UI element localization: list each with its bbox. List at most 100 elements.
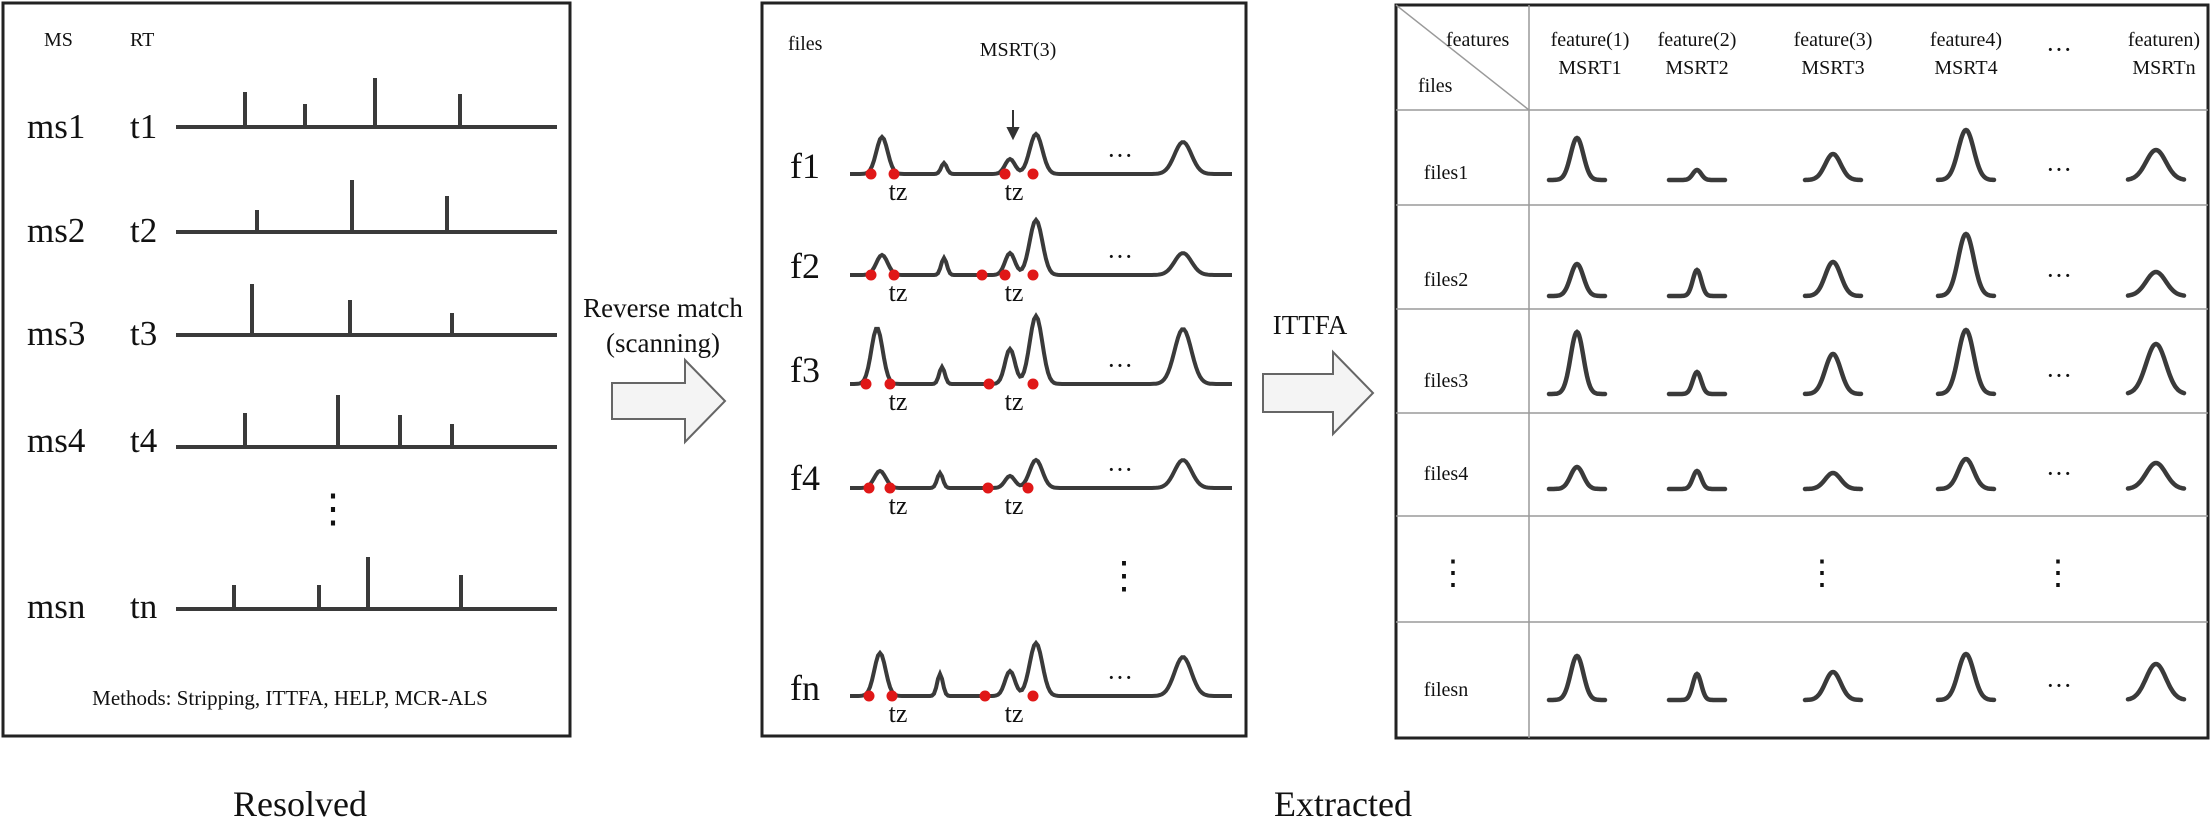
ittfa-arrow: ITTFA	[1262, 310, 1375, 437]
files-label: files	[788, 33, 823, 55]
file-label-fn: fn	[790, 668, 820, 708]
chromatogram-ellipsis: ···	[1107, 242, 1133, 271]
ms-spectrum-4	[176, 395, 557, 449]
file-label-f2: f2	[790, 246, 820, 286]
peak-icon-r1-c2	[1666, 167, 1728, 183]
chromatogram-f4: tz tz ···	[850, 455, 1232, 520]
tz-marker	[865, 168, 877, 180]
tz-label: tz	[889, 491, 908, 520]
chromatogram-ellipsis: ···	[1107, 141, 1133, 170]
tz-marker	[1027, 690, 1039, 702]
tz-label: tz	[1005, 699, 1024, 728]
tz-marker	[863, 482, 875, 494]
tz-marker	[865, 269, 877, 281]
peak-icon-r1-c4	[1935, 127, 1997, 183]
right-arrow-icon	[611, 357, 727, 445]
tz-marker	[888, 269, 900, 281]
chromatogram-trace	[850, 312, 1232, 386]
tz-label: tz	[889, 699, 908, 728]
column-header-2-line1: feature(2)	[1658, 29, 1737, 51]
table-ellipsis-row1: ···	[2046, 155, 2072, 184]
table-vdots-col3: ⋮	[1805, 555, 1839, 592]
rt-label-1: t1	[130, 107, 157, 146]
peak-icon-r2-c1	[1546, 261, 1608, 299]
rt-label-n: tn	[130, 587, 157, 626]
tz-marker	[884, 378, 896, 390]
rt-label-4: t4	[130, 421, 157, 460]
column-header-3-line1: feature(3)	[1794, 29, 1873, 51]
caption-extracted: Extracted	[1274, 784, 1412, 824]
rt-label-2: t2	[130, 211, 157, 250]
tz-label: tz	[1005, 278, 1024, 307]
table-vdots-col5: ⋮	[2041, 555, 2075, 592]
rt-label-3: t3	[130, 314, 157, 353]
tz-label: tz	[889, 177, 908, 206]
tz-marker	[860, 378, 872, 390]
tz-label: tz	[1005, 387, 1024, 416]
peak-icon-r3-c4	[1935, 327, 1997, 397]
tz-label: tz	[1005, 177, 1024, 206]
peak-icon-r2-c4	[1935, 231, 1997, 299]
column-header-3-line2: MSRT3	[1801, 57, 1864, 79]
file-label-f3: f3	[790, 350, 820, 390]
corner-features-label: features	[1446, 29, 1510, 51]
column-header-2-line2: MSRT2	[1665, 57, 1728, 79]
chromatogram-ellipsis: ···	[1107, 455, 1133, 484]
reverse-match-label: Reverse match	[583, 293, 743, 323]
ms-column-header: MS	[44, 29, 73, 51]
peak-icon-r6-c4	[1935, 651, 1997, 703]
row-label-files1: files1	[1424, 162, 1468, 184]
ms-spectrum-3	[176, 284, 557, 337]
peak-icon-r1-c3	[1802, 151, 1864, 183]
ms-label-2: ms2	[27, 211, 85, 250]
peak-icon-r4-c4	[1935, 456, 1997, 492]
right-arrow-icon-2	[1262, 349, 1375, 437]
peak-icon-r3-c3	[1802, 351, 1864, 397]
chromatogram-trace	[850, 639, 1232, 698]
chromatogram-fn: tz tz ···	[850, 639, 1232, 728]
ms-label-n: msn	[27, 587, 85, 626]
msrt3-label: MSRT(3)	[980, 39, 1057, 61]
peak-icon-r2-c3	[1802, 259, 1864, 299]
tz-marker	[884, 482, 896, 494]
ms-label-1: ms1	[27, 107, 85, 146]
peak-icon-r1-c6	[2125, 147, 2187, 182]
middle-vertical-ellipsis: ⋮	[1105, 555, 1143, 597]
scanning-label: (scanning)	[606, 328, 720, 358]
row-label-files3: files3	[1424, 370, 1468, 392]
tz-marker	[863, 690, 875, 702]
column-header-n-line1: featuren)	[2128, 29, 2200, 51]
reverse-match-arrow: Reverse match (scanning)	[583, 293, 743, 445]
tz-marker	[983, 378, 995, 390]
column-header-4-line1: feature4)	[1930, 29, 2002, 51]
ms-spectrum-2	[176, 180, 557, 234]
methods-note: Methods: Stripping, ITTFA, HELP, MCR-ALS	[92, 686, 488, 710]
scanning-panel: files MSRT(3) f1 f2 f3 f4 fn tz tz···tz tz…	[760, 1, 1248, 738]
tz-marker	[888, 168, 900, 180]
tz-marker	[1027, 168, 1039, 180]
ittfa-label: ITTFA	[1273, 310, 1348, 340]
row-label-filesn: filesn	[1424, 679, 1468, 701]
tz-marker	[1022, 482, 1034, 494]
table-ellipsis-rown: ···	[2046, 671, 2072, 700]
column-header-1-line1: feature(1)	[1551, 29, 1630, 51]
down-arrow-icon	[1006, 110, 1020, 141]
file-label-f4: f4	[790, 458, 820, 498]
chromatogram-ellipsis: ···	[1107, 351, 1133, 380]
peak-icon-r4-c3	[1802, 470, 1864, 492]
chromatogram-ellipsis: ···	[1107, 663, 1133, 692]
rt-column-header: RT	[130, 29, 154, 51]
column-header-1-line2: MSRT1	[1558, 57, 1621, 79]
tz-marker	[1027, 378, 1039, 390]
peak-icon-r6-c1	[1546, 653, 1608, 703]
tz-marker	[999, 168, 1011, 180]
tz-marker	[979, 690, 991, 702]
caption-resolved: Resolved	[233, 784, 367, 824]
ms-spectrum-n	[176, 557, 557, 611]
tz-label: tz	[889, 278, 908, 307]
tz-marker	[999, 269, 1011, 281]
resolved-panel: MS RT ms1 t1 ms2 t2 ms3 t3 ms4 t4 msn tn…	[1, 1, 572, 738]
column-header-4-line2: MSRT4	[1934, 57, 1997, 79]
table-ellipsis-row4: ···	[2046, 459, 2072, 488]
